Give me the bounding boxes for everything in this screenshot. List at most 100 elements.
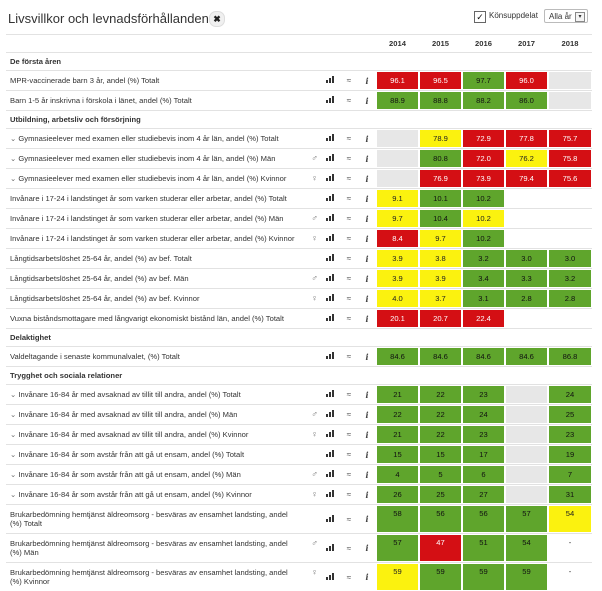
value-cell: 58 (376, 505, 419, 534)
trend-line-icon[interactable]: ≈ (340, 385, 358, 405)
bar-chart-icon[interactable] (320, 229, 340, 249)
female-icon: ♀ (311, 233, 318, 243)
chevron-down-icon[interactable]: ⌄ (10, 410, 16, 419)
bar-chart-icon[interactable] (320, 189, 340, 209)
info-icon[interactable]: i (358, 189, 376, 209)
info-icon[interactable]: i (358, 534, 376, 563)
bar-chart-icon[interactable] (320, 405, 340, 425)
bar-chart-icon[interactable] (320, 149, 340, 169)
trend-line-icon[interactable]: ≈ (340, 129, 358, 149)
trend-line-icon[interactable]: ≈ (340, 425, 358, 445)
info-icon[interactable]: i (358, 505, 376, 534)
chevron-down-icon[interactable]: ⌄ (10, 430, 16, 439)
bar-chart-icon[interactable] (320, 169, 340, 189)
trend-line-icon[interactable]: ≈ (340, 269, 358, 289)
value-2017 (506, 466, 547, 483)
bar-chart-icon[interactable] (320, 385, 340, 405)
value-2014: 3.9 (377, 250, 418, 267)
bar-chart-icon[interactable] (320, 347, 340, 367)
trend-line-icon[interactable]: ≈ (340, 309, 358, 329)
value-2018: 19 (549, 446, 591, 463)
bar-chart-icon[interactable] (320, 505, 340, 534)
bar-chart-icon[interactable] (320, 485, 340, 505)
value-cell: - (548, 563, 592, 591)
value-2018 (549, 210, 591, 227)
info-icon[interactable]: i (358, 289, 376, 309)
trend-line-icon[interactable]: ≈ (340, 169, 358, 189)
value-cell: 3.3 (505, 269, 548, 289)
info-icon[interactable]: i (358, 405, 376, 425)
chevron-down-icon[interactable]: ⌄ (10, 490, 16, 499)
value-2014: 96.1 (377, 72, 418, 89)
info-icon[interactable]: i (358, 209, 376, 229)
info-icon[interactable]: i (358, 269, 376, 289)
bar-chart-icon[interactable] (320, 269, 340, 289)
info-icon[interactable]: i (358, 485, 376, 505)
chevron-down-icon[interactable]: ⌄ (10, 450, 16, 459)
bar-chart-icon[interactable] (320, 425, 340, 445)
chevron-down-icon[interactable]: ⌄ (10, 154, 16, 163)
trend-line-icon[interactable]: ≈ (340, 91, 358, 111)
chevron-down-icon[interactable]: ⌄ (10, 134, 16, 143)
info-icon[interactable]: i (358, 149, 376, 169)
value-cell: 10.2 (462, 189, 505, 209)
trend-line-icon[interactable]: ≈ (340, 534, 358, 563)
trend-line-icon[interactable]: ≈ (340, 505, 358, 534)
value-cell: 22 (419, 385, 462, 405)
trend-line-icon[interactable]: ≈ (340, 445, 358, 465)
section-header: Delaktighet (6, 329, 592, 347)
info-icon[interactable]: i (358, 229, 376, 249)
bar-chart-icon[interactable] (320, 289, 340, 309)
value-2015: 25 (420, 486, 461, 503)
bar-chart-icon[interactable] (320, 534, 340, 563)
trend-line-icon[interactable]: ≈ (340, 249, 358, 269)
trend-line-icon[interactable]: ≈ (340, 405, 358, 425)
info-icon[interactable]: i (358, 71, 376, 91)
trend-line-icon[interactable]: ≈ (340, 189, 358, 209)
trend-line-icon[interactable]: ≈ (340, 347, 358, 367)
gender-split-checkbox[interactable]: ✓ (474, 11, 486, 23)
info-icon[interactable]: i (358, 445, 376, 465)
trend-line-icon[interactable]: ≈ (340, 71, 358, 91)
info-icon[interactable]: i (358, 425, 376, 445)
info-icon[interactable]: i (358, 129, 376, 149)
bar-chart-icon[interactable] (320, 563, 340, 591)
info-icon[interactable]: i (358, 309, 376, 329)
info-icon[interactable]: i (358, 465, 376, 485)
trend-line-icon[interactable]: ≈ (340, 149, 358, 169)
trend-line-icon[interactable]: ≈ (340, 229, 358, 249)
value-2016: 97.7 (463, 72, 504, 89)
year-select[interactable]: Alla år ▾ (544, 9, 588, 23)
year-header: 2017 (505, 35, 548, 53)
bar-chart-icon[interactable] (320, 129, 340, 149)
info-icon[interactable]: i (358, 249, 376, 269)
info-icon[interactable]: i (358, 347, 376, 367)
trend-line-icon[interactable]: ≈ (340, 209, 358, 229)
value-cell: 2.8 (505, 289, 548, 309)
info-icon[interactable]: i (358, 385, 376, 405)
info-icon[interactable]: i (358, 563, 376, 591)
trend-line-icon[interactable]: ≈ (340, 563, 358, 591)
bar-chart-icon[interactable] (320, 445, 340, 465)
trend-line-icon[interactable]: ≈ (340, 485, 358, 505)
chevron-down-icon[interactable]: ⌄ (10, 390, 16, 399)
table-row: Långtidsarbetslöshet 25-64 år, andel (%)… (6, 249, 592, 269)
bar-chart-icon[interactable] (320, 465, 340, 485)
bar-chart-icon[interactable] (320, 209, 340, 229)
value-2015: 10.4 (420, 210, 461, 227)
value-cell: 5 (419, 465, 462, 485)
chart-x-icon[interactable]: ✖ (209, 11, 225, 27)
bar-chart-icon[interactable] (320, 91, 340, 111)
chevron-down-icon[interactable]: ⌄ (10, 470, 16, 479)
bar-chart-icon[interactable] (320, 249, 340, 269)
chevron-down-icon[interactable]: ⌄ (10, 174, 16, 183)
info-icon[interactable]: i (358, 169, 376, 189)
value-cell: 22 (419, 425, 462, 445)
value-2014: 9.7 (377, 210, 418, 227)
info-icon[interactable]: i (358, 91, 376, 111)
bar-chart-icon[interactable] (320, 309, 340, 329)
trend-line-icon[interactable]: ≈ (340, 465, 358, 485)
indicator-label: Brukarbedömning hemtjänst äldreomsorg - … (10, 510, 300, 528)
bar-chart-icon[interactable] (320, 71, 340, 91)
trend-line-icon[interactable]: ≈ (340, 289, 358, 309)
